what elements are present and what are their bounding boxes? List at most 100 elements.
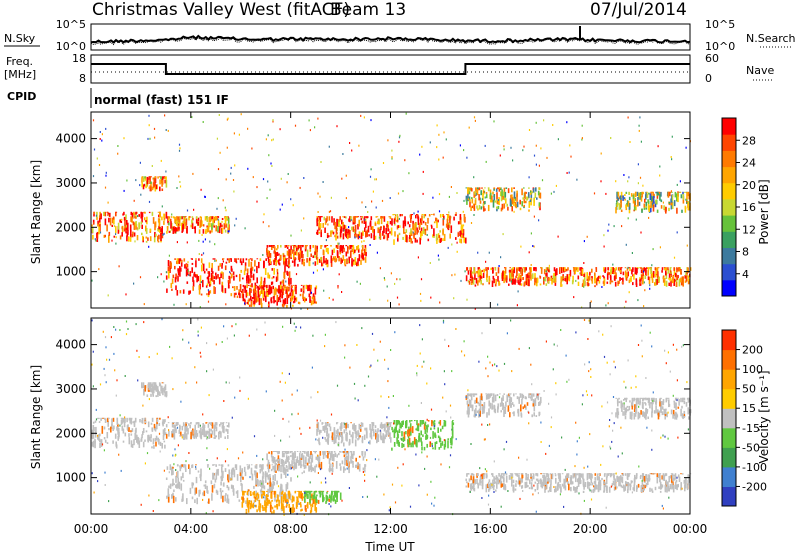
data-band-8-cell <box>494 283 497 287</box>
data-band-6-cell <box>275 463 278 466</box>
scatter-cell <box>398 136 401 139</box>
scatter-cell <box>117 145 119 147</box>
data-band-0-cell <box>140 437 143 442</box>
scatter-cell <box>552 124 554 126</box>
data-band-7-cell <box>399 214 402 217</box>
noise-sky-label: N.Sky <box>4 32 36 45</box>
data-band-3-cell <box>256 277 258 284</box>
data-band-3-cell <box>174 265 176 270</box>
scatter-cell <box>262 254 264 256</box>
data-band-10-cell <box>513 404 515 407</box>
data-band-1-cell <box>180 431 182 437</box>
scatter-cell <box>450 186 452 188</box>
data-band-7-cell <box>459 214 462 220</box>
data-band-3-cell <box>269 481 272 487</box>
data-band-5-cell <box>320 245 323 247</box>
scatter-cell <box>586 235 588 238</box>
data-band-9-cell <box>469 199 471 202</box>
data-band-3-cell <box>263 260 265 269</box>
data-band-1-cell <box>209 216 212 222</box>
data-band-4-cell <box>252 492 254 496</box>
data-band-0-cell <box>141 417 144 424</box>
data-band-3-cell <box>185 269 188 277</box>
data-band-1-cell <box>225 428 227 432</box>
data-band-3-cell <box>281 484 283 493</box>
noise-panel-frame <box>90 23 691 51</box>
data-band-3-cell <box>226 498 228 503</box>
scatter-cell <box>320 161 322 163</box>
data-band-10-cell <box>476 410 479 413</box>
data-band-2-cell <box>165 391 168 398</box>
data-band-3-cell <box>232 286 234 289</box>
data-band-9-cell <box>468 473 470 475</box>
data-band-3-cell <box>172 478 174 486</box>
scatter-cell <box>187 261 189 264</box>
data-band-6-cell <box>336 235 339 239</box>
data-band-8-cell <box>480 276 483 279</box>
data-band-3-cell <box>254 470 256 476</box>
data-band-11-cell <box>662 399 665 403</box>
data-band-6-cell <box>331 216 333 223</box>
plot-title: Christmas Valley West (fitACF) <box>92 0 350 20</box>
scatter-cell <box>381 199 384 202</box>
data-band-10-cell <box>533 412 535 417</box>
data-band-5-cell <box>266 245 269 248</box>
data-band-6-cell <box>376 216 379 218</box>
data-band-1-cell <box>175 422 178 426</box>
data-band-5-cell <box>326 264 329 267</box>
data-band-4-cell <box>311 503 314 508</box>
scatter-cell <box>267 180 269 183</box>
data-band-7-cell <box>382 438 384 444</box>
data-band-3-cell <box>227 464 230 467</box>
data-band-1-cell <box>215 435 217 438</box>
data-band-6-cell <box>328 235 330 238</box>
data-band-6-cell <box>382 216 385 219</box>
data-band-5-cell <box>294 257 297 260</box>
data-band-9-cell <box>500 482 503 488</box>
data-band-9-cell <box>535 187 537 192</box>
data-band-6-cell <box>324 221 327 225</box>
data-band-9-cell <box>495 188 498 192</box>
data-band-4-cell <box>269 504 272 513</box>
data-band-3-cell <box>249 288 251 296</box>
data-band-9-cell <box>662 473 665 481</box>
data-band-7-cell <box>407 221 409 225</box>
data-band-6-cell <box>315 464 318 468</box>
scatter-cell <box>422 192 424 195</box>
data-band-0-cell <box>129 236 132 242</box>
data-band-3-cell <box>177 470 179 478</box>
data-band-8-cell <box>669 275 672 282</box>
data-band-4-cell <box>295 284 297 288</box>
data-band-9-cell <box>533 198 535 206</box>
data-band-4-cell <box>298 493 300 498</box>
data-band-9-cell <box>497 205 500 210</box>
data-band-6-cell <box>320 231 322 238</box>
data-band-1-cell <box>182 422 185 427</box>
data-band-8-cell <box>647 267 649 269</box>
scatter-cell <box>671 135 673 138</box>
scatter-cell <box>230 166 232 169</box>
scatter-cell <box>628 291 630 294</box>
scatter-cell <box>342 153 344 155</box>
data-band-7-cell <box>417 230 419 233</box>
scatter-cell <box>254 269 256 272</box>
data-band-9-cell <box>487 204 490 212</box>
data-band-0-cell <box>99 433 101 437</box>
scatter-cell <box>383 277 385 280</box>
data-band-8-cell <box>569 269 572 277</box>
data-band-6-cell <box>339 451 341 452</box>
data-band-8-cell <box>565 268 568 272</box>
data-band-9-cell <box>468 187 471 192</box>
scatter-cell <box>456 241 458 244</box>
data-band-1-cell <box>165 424 168 428</box>
data-band-6-cell <box>347 458 349 463</box>
data-band-3-cell <box>171 278 174 284</box>
data-band-3-cell <box>220 475 223 482</box>
data-band-3-cell <box>260 464 263 471</box>
data-band-9-cell <box>496 482 498 489</box>
data-band-4-cell <box>291 286 293 289</box>
scatter-cell <box>193 208 195 211</box>
scatter-cell <box>649 287 651 290</box>
data-band-1-cell <box>207 225 210 232</box>
data-band-0-cell <box>142 235 144 241</box>
